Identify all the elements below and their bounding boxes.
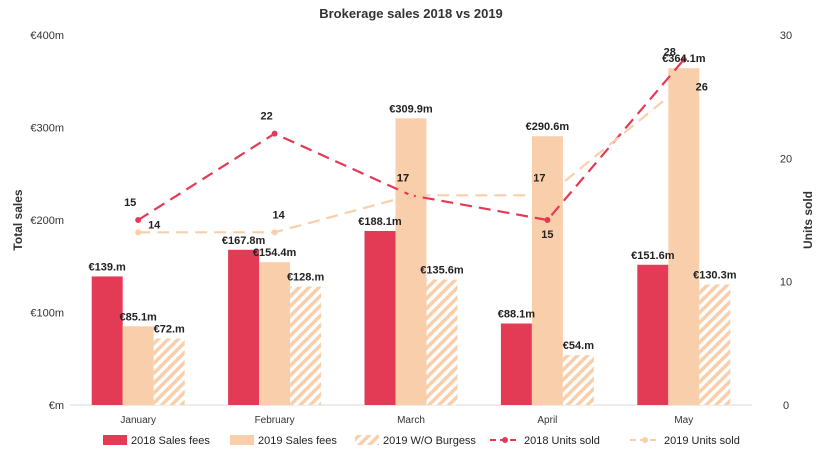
legend-swatch-2018-sales-fees [103,435,127,445]
bar-data-label: €139.m [89,261,127,273]
bar-data-label: €130.3m [693,269,737,281]
y2-tick-label: 10 [780,277,792,289]
axes: €m €100m €200m €300m €400m 0 10 20 30 Total sales… [11,30,815,426]
legend-label: 2018 Units sold [524,435,600,447]
y2-tick-label: 0 [783,400,789,412]
x-tick-label: April [537,415,557,426]
bar-2019-sales-fees [122,326,154,405]
line-data-label: 17 [397,172,409,184]
legend-swatch-2019-w-o-burgess [355,435,379,445]
x-tick-label: March [397,415,425,426]
y-tick-label: €400m [30,30,64,42]
bar-data-label: €188.1m [358,216,402,228]
line-data-label: 15 [541,229,553,241]
line-point [680,56,687,63]
legend-label: 2019 W/O Burgess [383,435,476,447]
line-point [680,81,687,88]
y-tick-label: €m [49,400,64,412]
bar-data-label: €54.m [563,340,594,352]
line-point [408,192,414,199]
y2-tick-label: 30 [780,30,792,42]
y2-axis-title: Units sold [801,191,815,249]
bar-2018-sales-fees [364,231,396,405]
line-point [135,229,142,236]
bar-2019-w-o-burgess [562,355,594,405]
line-point [544,217,551,223]
line-point [135,217,142,223]
bar-data-label: €85.1m [120,311,158,323]
bar-2018-sales-fees [228,249,260,405]
x-tick-label: May [674,415,693,426]
bar-data-label: €72.m [154,323,185,335]
legend-label: 2019 Sales fees [258,435,337,447]
line-data-label: 17 [397,172,409,184]
line-data-label: 14 [148,219,161,231]
lines [135,56,687,236]
y-axis-title: Total sales [11,189,25,250]
y2-tick-label: 20 [780,153,792,165]
line-data-label: 26 [696,81,708,93]
y-tick-label: €200m [30,215,64,227]
bar-2018-sales-fees [637,264,669,405]
bar-data-label: €364.1m [662,53,706,65]
bar-2019-sales-fees [395,118,427,405]
y-tick-label: €300m [30,123,64,135]
bars [91,68,731,406]
line-data-label: 17 [533,172,545,184]
legend-label: 2019 Units sold [664,435,740,447]
legend-label: 2018 Sales fees [131,435,210,447]
bar-data-label: €88.1m [498,309,536,321]
bar-data-label: €151.6m [631,250,675,262]
data-labels: €139.m€167.8m€188.1m€88.1m€151.6m€85.1m€… [89,47,737,352]
line-point [271,130,278,137]
line-point [271,229,278,236]
x-tick-label: February [255,415,295,426]
bar-2018-sales-fees [500,323,532,405]
bar-2019-w-o-burgess [153,338,185,405]
bar-data-label: €128.m [287,272,325,284]
bar-data-label: €309.9m [389,103,433,115]
line-data-label: 22 [260,111,272,123]
line-data-label: 15 [124,197,136,209]
bar-data-label: €290.6m [526,121,570,133]
bar-2019-w-o-burgess [426,279,458,405]
x-tick-label: January [120,415,156,426]
bar-2019-w-o-burgess [290,286,322,405]
legend-swatch-2019-sales-fees [230,435,254,445]
bar-data-label: €154.4m [253,247,297,259]
bar-2018-sales-fees [91,276,123,405]
line-point [544,192,551,199]
bar-2019-sales-fees [259,262,291,405]
legend-marker-2019-units-sold [642,437,648,443]
y-tick-label: €100m [30,308,64,320]
bar-2019-w-o-burgess [699,284,731,405]
legend-marker-2018-units-sold [502,437,508,443]
legend: 2018 Sales fees 2019 Sales fees 2019 W/O B… [103,435,740,447]
bar-2019-sales-fees [668,68,700,406]
bar-2019-sales-fees [531,136,563,405]
bar-data-label: €167.8m [222,235,266,247]
line-data-label: 14 [272,209,285,221]
chart-title: Brokerage sales 2018 vs 2019 [319,6,503,21]
line-data-label: 28 [664,47,676,59]
bar-data-label: €135.6m [420,265,464,277]
